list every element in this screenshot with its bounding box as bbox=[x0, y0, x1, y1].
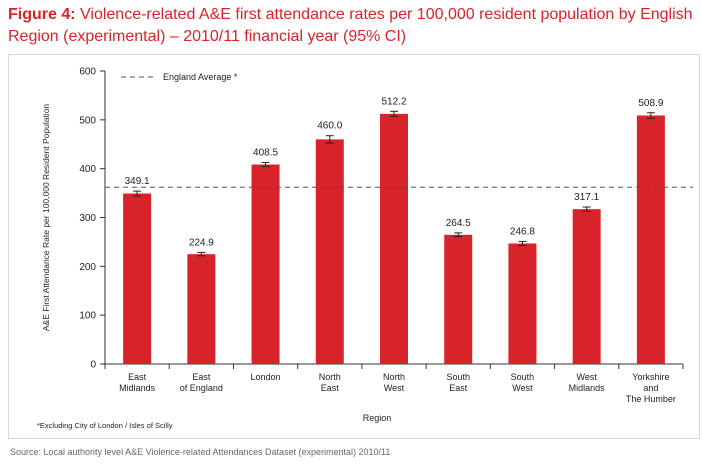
data-label: 508.9 bbox=[638, 98, 663, 109]
bar bbox=[636, 115, 665, 364]
x-tick-label-line: North bbox=[383, 372, 405, 382]
data-label: 512.2 bbox=[381, 96, 406, 107]
y-tick-label: 400 bbox=[79, 164, 96, 175]
x-tick-label-line: Midlands bbox=[569, 383, 606, 393]
bar bbox=[508, 243, 537, 364]
data-label: 246.8 bbox=[510, 226, 535, 237]
data-label: 224.9 bbox=[189, 237, 214, 248]
bar bbox=[251, 164, 280, 364]
y-tick-label: 600 bbox=[79, 67, 96, 78]
x-tick-label-line: South bbox=[446, 372, 470, 382]
y-tick-label: 100 bbox=[79, 311, 96, 322]
data-label: 408.5 bbox=[253, 148, 278, 159]
x-tick-label-line: London bbox=[251, 372, 281, 382]
bar bbox=[444, 234, 473, 364]
x-tick-label: North West bbox=[383, 372, 405, 393]
x-tick-label-line: North bbox=[319, 372, 341, 382]
legend-label: England Average * bbox=[163, 72, 238, 82]
y-tick-label: 500 bbox=[79, 115, 96, 126]
x-tick-label-line: East bbox=[192, 372, 211, 382]
x-tick-label: South East bbox=[446, 372, 470, 393]
x-tick-label-line: Yorkshire bbox=[632, 372, 669, 382]
bar bbox=[380, 113, 408, 364]
x-tick-label-line: and bbox=[643, 383, 658, 393]
bar bbox=[315, 139, 344, 364]
data-label: 349.1 bbox=[125, 176, 150, 187]
x-tick-label: East Midlands bbox=[119, 372, 156, 393]
x-tick-label-line: East bbox=[128, 372, 147, 382]
bar bbox=[572, 209, 601, 364]
x-tick-label-line: Midlands bbox=[119, 383, 156, 393]
data-label: 460.0 bbox=[317, 121, 342, 132]
x-tick-label-line: of England bbox=[180, 383, 223, 393]
reference-line-group: England Average * bbox=[105, 72, 693, 188]
y-tick-label: 300 bbox=[79, 213, 96, 224]
x-tick-label-line: The Humber bbox=[626, 394, 676, 404]
x-tick-label: London bbox=[251, 372, 281, 382]
x-tick-label: West Midlands bbox=[569, 372, 606, 393]
x-tick-label-line: West bbox=[576, 372, 597, 382]
footnote: *Excluding City of London / Isles of Sci… bbox=[37, 421, 173, 430]
x-tick-label-line: West bbox=[384, 383, 405, 393]
x-tick-label-line: South bbox=[511, 372, 535, 382]
bar bbox=[187, 254, 216, 364]
x-tick-label: East of England bbox=[180, 372, 223, 393]
x-tick-label-line: West bbox=[512, 383, 533, 393]
x-axis-label: Region bbox=[363, 413, 392, 423]
y-tick-label: 200 bbox=[79, 262, 96, 273]
data-label: 264.5 bbox=[446, 218, 471, 229]
title-text: Violence-related A&E first attendance ra… bbox=[8, 6, 693, 45]
chart-panel: 0 100 200 300 400 500 600 349.1 East Midlands 224… bbox=[8, 54, 700, 439]
x-tick-label: Yorkshire and The Humber bbox=[626, 372, 676, 404]
x-tick-label-line: East bbox=[321, 383, 340, 393]
data-label: 317.1 bbox=[574, 192, 599, 203]
x-tick-label-line: East bbox=[449, 383, 468, 393]
bar bbox=[123, 193, 152, 364]
x-tick-label: South West bbox=[511, 372, 535, 393]
chart-title: Figure 4: Violence-related A&E first att… bbox=[8, 4, 698, 48]
y-tick-label: 0 bbox=[90, 360, 96, 371]
x-tick-label: North East bbox=[319, 372, 341, 393]
y-axis-label: A&E First Attendance Rate per 100,000 Re… bbox=[41, 104, 51, 332]
figure-number: Figure 4: bbox=[8, 6, 76, 23]
source-note: Source: Local authority level A&E Violen… bbox=[10, 447, 391, 457]
